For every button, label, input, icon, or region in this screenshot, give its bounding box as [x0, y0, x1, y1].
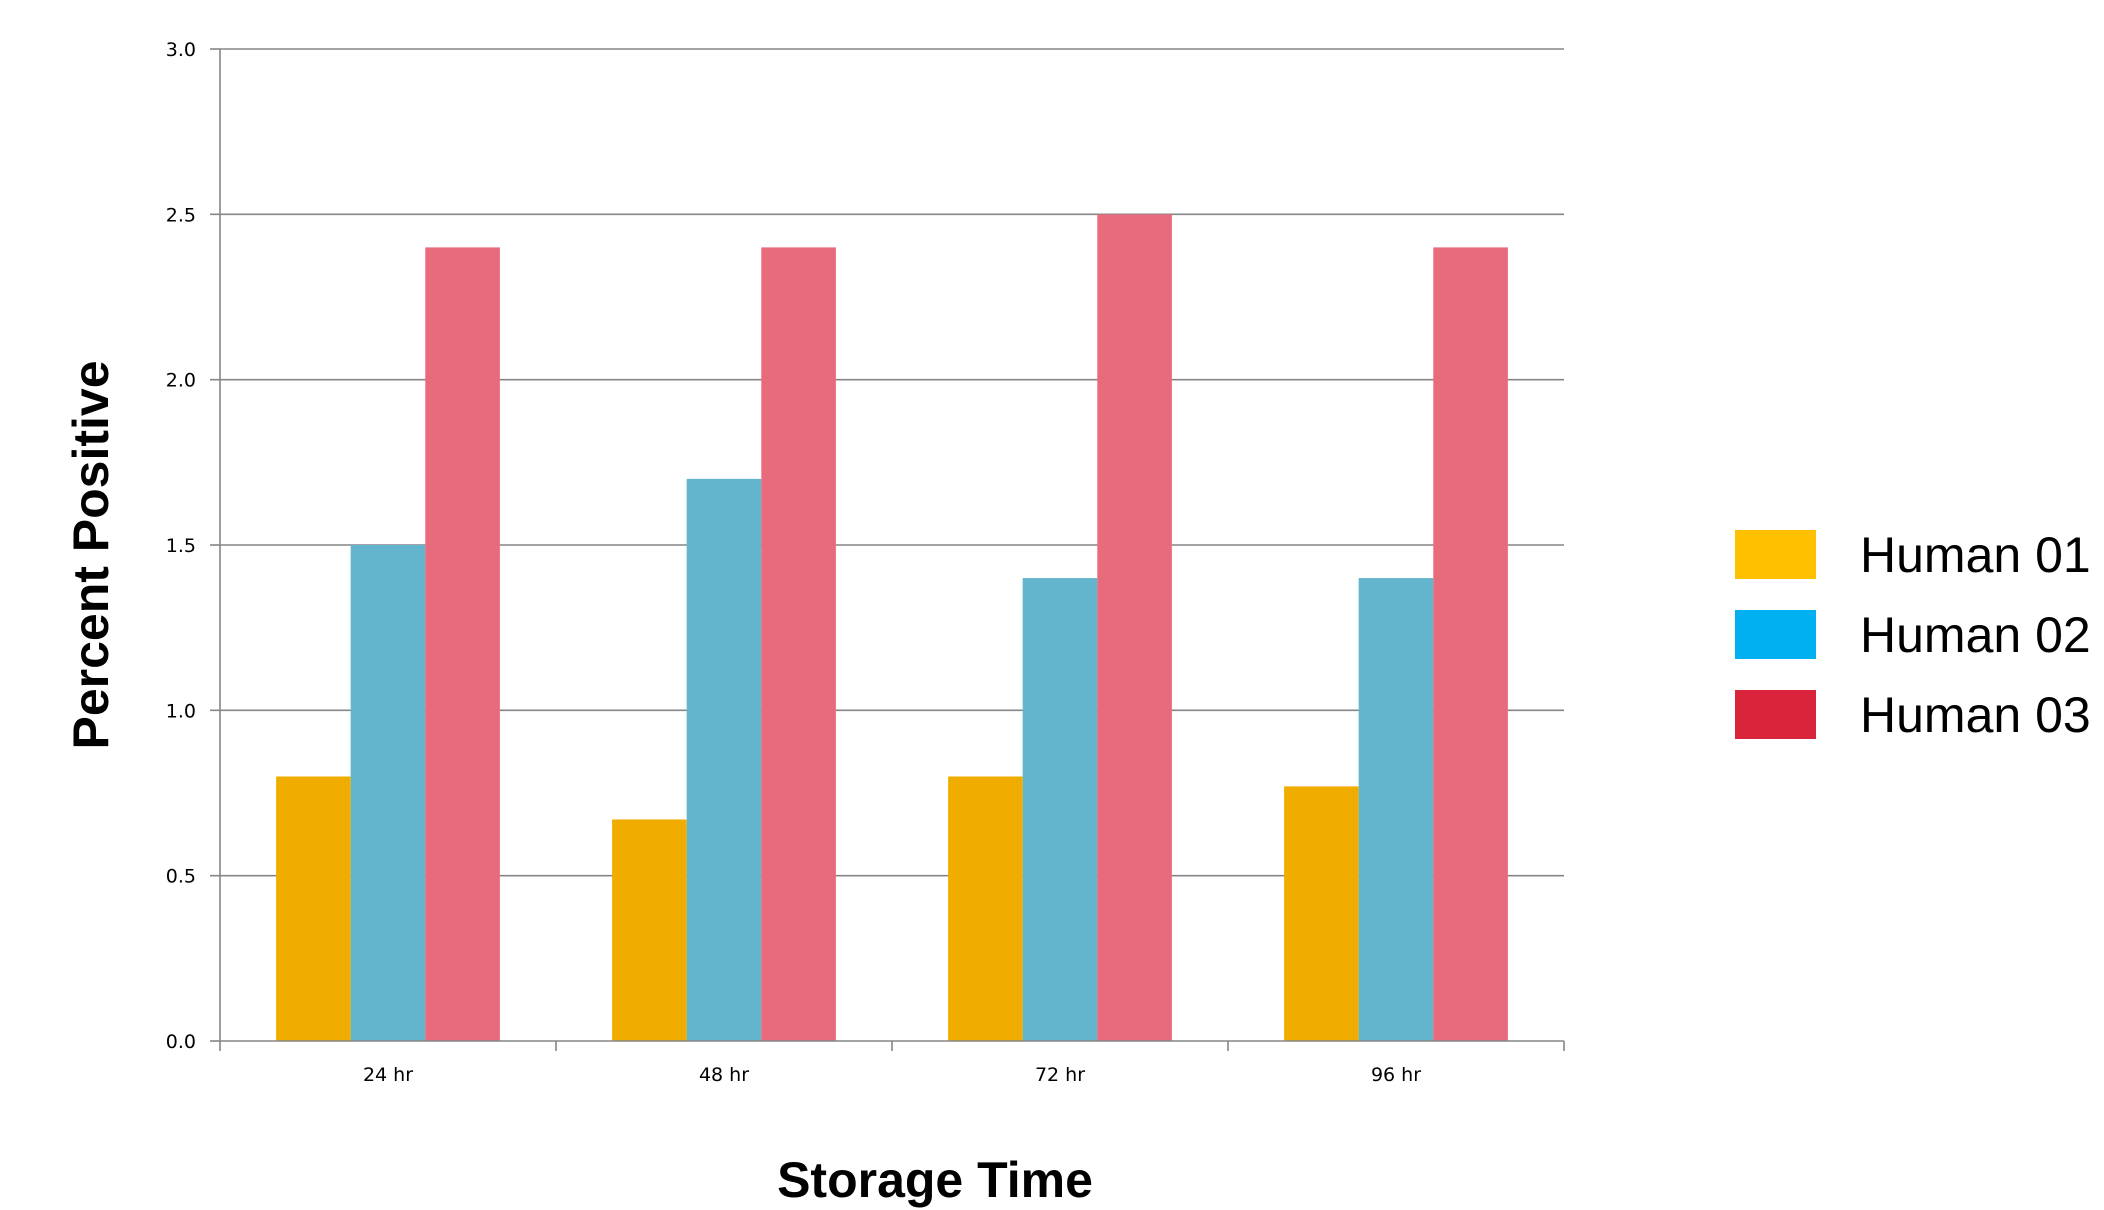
bar-human-03-24hr: [425, 247, 500, 1041]
legend-label: Human 02: [1860, 607, 2091, 663]
y-tick-label: 0.5: [166, 866, 196, 888]
bar-human-03-96hr: [1433, 247, 1508, 1041]
legend-label: Human 01: [1860, 527, 2091, 583]
y-tick-label: 2.0: [166, 370, 196, 392]
bar-human-02-48hr: [686, 478, 762, 1041]
y-axis-title: Percent Positive: [63, 360, 119, 749]
x-tick-label: 48 hr: [699, 1064, 749, 1086]
y-tick-label: 1.5: [166, 535, 196, 557]
y-tick-label: 0.0: [166, 1031, 196, 1053]
y-tick-label: 1.0: [166, 700, 196, 722]
bar-human-01-72hr: [948, 776, 1023, 1041]
legend-swatch: [1735, 530, 1816, 579]
bars: [276, 214, 1508, 1042]
x-axis-title: Storage Time: [777, 1152, 1093, 1208]
y-tick-label: 2.5: [166, 204, 196, 226]
x-tick-labels: 24 hr 48 hr 72 hr 96 hr: [363, 1064, 1421, 1086]
bar-human-03-48hr: [761, 247, 836, 1041]
bar-human-03-72hr: [1097, 214, 1172, 1042]
bar-human-01-48hr: [612, 819, 687, 1041]
x-tick-label: 24 hr: [363, 1064, 413, 1086]
bar-human-02-72hr: [1022, 578, 1098, 1041]
y-tick-labels: 0.0 0.5 1.0 1.5 2.0 2.5 3.0: [166, 39, 196, 1053]
bar-human-01-96hr: [1284, 786, 1359, 1041]
bar-human-02-96hr: [1358, 578, 1434, 1041]
x-tick-label: 72 hr: [1035, 1064, 1085, 1086]
bar-human-01-24hr: [276, 776, 351, 1041]
y-tick-label: 3.0: [166, 39, 196, 61]
legend-swatch: [1735, 690, 1816, 739]
legend: Human 01 Human 02 Human 03: [1735, 527, 2091, 743]
x-tick-label: 96 hr: [1371, 1064, 1421, 1086]
bar-human-02-24hr: [350, 545, 426, 1041]
axes: [210, 48, 1565, 1051]
legend-label: Human 03: [1860, 687, 2091, 743]
legend-swatch: [1735, 610, 1816, 659]
